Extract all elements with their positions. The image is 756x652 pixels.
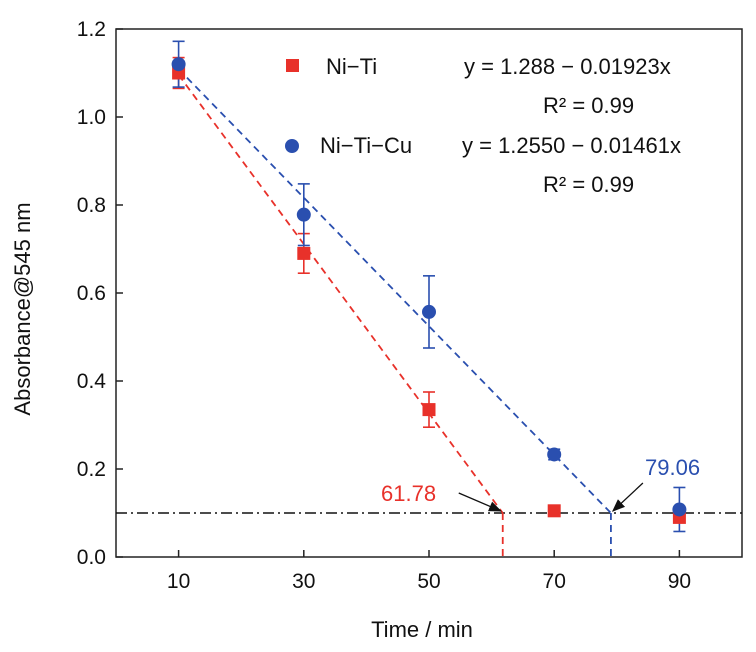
- legend-marker-ni-ti-cu: [285, 139, 299, 153]
- x-axis-title: Time / min: [371, 617, 473, 642]
- data-point-ni-ti-cu: [171, 57, 186, 72]
- y-tick-label: 0.0: [77, 546, 106, 569]
- legend-marker-ni-ti: [286, 59, 299, 72]
- x-tick-label: 90: [668, 570, 691, 593]
- data-point-ni-ti-cu: [672, 502, 687, 517]
- y-axis-title: Absorbance@545 nm: [10, 202, 35, 415]
- x-tick-label: 10: [167, 570, 190, 593]
- data-point-ni-ti: [422, 403, 436, 417]
- fit-line: [177, 68, 612, 514]
- x-tick-label: 70: [543, 570, 566, 593]
- annotation-arrow: [611, 482, 644, 512]
- fit-equations: y = 1.288 − 0.01923x R² = 0.99 y = 1.255…: [462, 54, 681, 197]
- y-tick-label: 0.8: [77, 194, 106, 217]
- legend-label-ni-ti-cu: Ni−Ti−Cu: [320, 133, 412, 158]
- x-tick-label: 50: [417, 570, 440, 593]
- r2-ni-ti-cu: R² = 0.99: [543, 172, 634, 197]
- annotation-79-06: 79.06: [645, 455, 700, 480]
- y-tick-label: 1.0: [77, 106, 106, 129]
- data-point-ni-ti-cu: [547, 447, 562, 462]
- equation-ni-ti-cu: y = 1.2550 − 0.01461x: [462, 133, 681, 158]
- data-point-ni-ti-cu: [296, 207, 311, 222]
- equation-ni-ti: y = 1.288 − 0.01923x: [464, 54, 671, 79]
- y-tick-label: 0.6: [77, 282, 106, 305]
- data-point-ni-ti: [547, 504, 561, 518]
- annotation-61-78: 61.78: [381, 481, 436, 506]
- y-tick-label: 0.4: [77, 370, 107, 393]
- y-tick-label: 0.2: [77, 458, 106, 481]
- plot-area: 0.0 0.2 0.4 0.6 0.8 1.0 1.2 10 30 50 70 90: [77, 18, 743, 593]
- annotation-arrow: [458, 492, 502, 512]
- fit-line: [177, 74, 504, 514]
- y-tick-label: 1.2: [77, 18, 106, 41]
- legend-label-ni-ti: Ni−Ti: [326, 54, 377, 79]
- legend: Ni−Ti Ni−Ti−Cu: [285, 54, 412, 158]
- r2-ni-ti: R² = 0.99: [543, 93, 634, 118]
- x-tick-label: 30: [292, 570, 315, 593]
- data-point-ni-ti: [297, 246, 311, 260]
- data-point-ni-ti-cu: [422, 304, 436, 319]
